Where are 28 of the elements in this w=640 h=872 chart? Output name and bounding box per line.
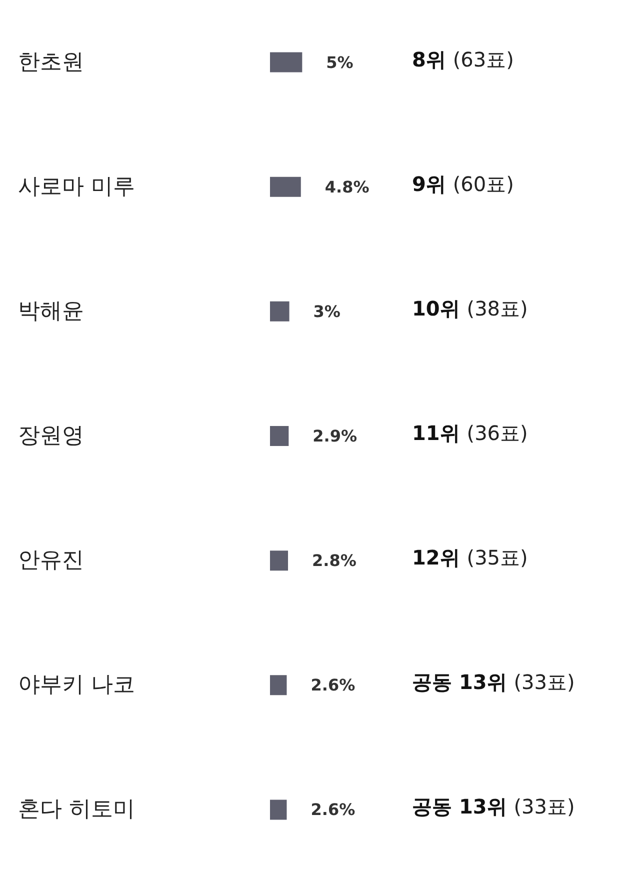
text: 9위 (60표) — [412, 172, 514, 196]
y-tick-label: 박해윤 — [18, 298, 84, 324]
bar — [270, 301, 290, 322]
text: 공동 13위 (33표) — [412, 794, 575, 819]
data-label: 4.8% — [324, 177, 370, 196]
text: 12위 (35표) — [412, 546, 528, 570]
y-tick-label: 야부키 나코 — [18, 672, 135, 698]
bar — [270, 550, 288, 571]
bar — [270, 52, 302, 72]
bar — [270, 675, 287, 696]
y-tick-label: 장원영 — [18, 424, 84, 448]
data-label: 2.6% — [310, 676, 356, 695]
data-label: 5% — [326, 52, 354, 72]
y-tick-label: 안유진 — [18, 548, 84, 574]
data-label: 2.6% — [310, 800, 356, 820]
text: 11위 (36표) — [412, 421, 528, 445]
bar — [270, 176, 301, 197]
data-label: 3% — [313, 302, 340, 321]
text: 공동 13위 (33표) — [412, 670, 575, 694]
text: 10위 (38표) — [412, 296, 528, 320]
data-label: 2.8% — [312, 551, 356, 570]
y-tick-label: 한초원 — [18, 50, 84, 75]
data-label: 2.9% — [312, 426, 358, 446]
bar — [270, 800, 287, 820]
text: 8위 (63표) — [412, 47, 514, 72]
bar — [270, 426, 289, 446]
y-tick-label: 혼다 히토미 — [18, 797, 135, 822]
y-tick-label: 사로마 미루 — [18, 174, 135, 200]
